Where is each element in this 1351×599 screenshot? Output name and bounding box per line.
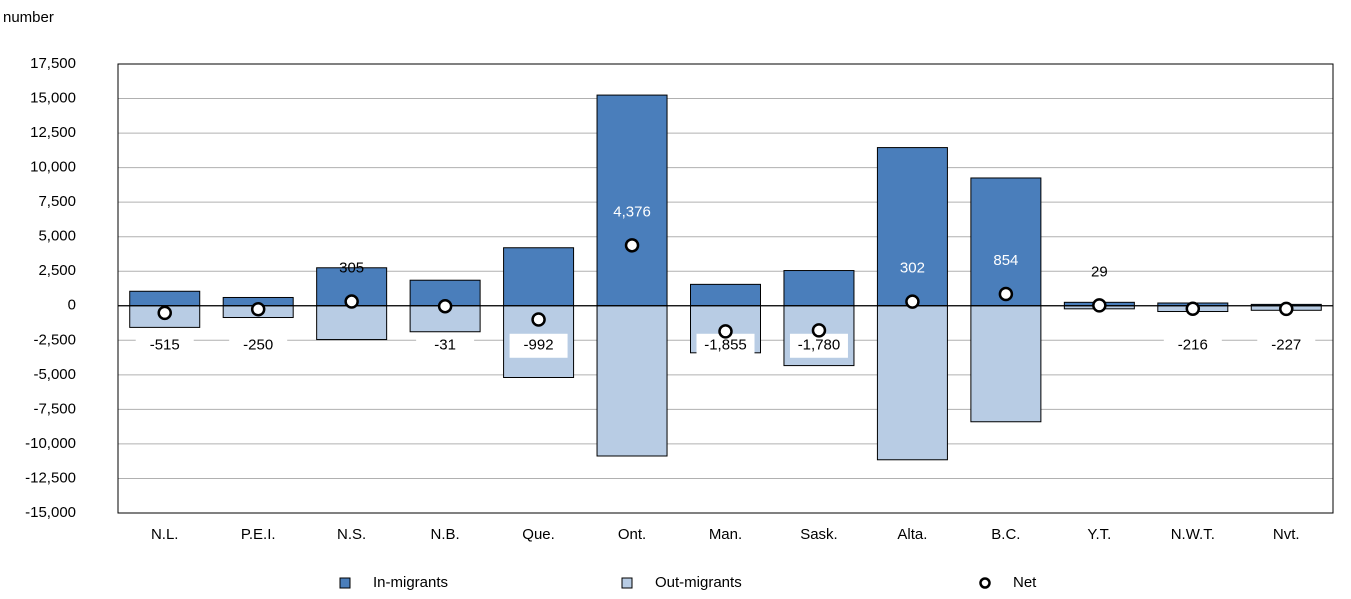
x-tick-label: N.W.T.: [1171, 526, 1215, 543]
legend-swatch: [979, 577, 991, 589]
x-tick-label: Sask.: [800, 526, 838, 543]
legend-label: Net: [1013, 574, 1037, 591]
legend-label: In-migrants: [373, 574, 448, 591]
bar: [596, 94, 668, 307]
data-label: -992: [524, 337, 554, 354]
bar: [970, 305, 1042, 423]
data-label: -1,855: [704, 337, 747, 354]
data-label: 302: [900, 260, 925, 277]
y-tick-label: -10,000: [25, 435, 76, 452]
bar: [690, 283, 761, 307]
data-label: -250: [243, 337, 273, 354]
x-tick-label: N.B.: [431, 526, 460, 543]
data-label: 29: [1091, 263, 1108, 280]
bar: [876, 147, 948, 307]
y-tick-label: -15,000: [25, 504, 76, 521]
bar: [503, 247, 575, 307]
data-label: -515: [150, 337, 180, 354]
data-label-bg: [1257, 333, 1316, 358]
net-marker: [157, 305, 172, 321]
data-label: -227: [1271, 337, 1301, 354]
net-marker: [437, 298, 453, 314]
net-marker: [250, 301, 266, 317]
x-tick-label: Que.: [522, 526, 555, 543]
y-tick-label: 17,500: [30, 55, 76, 72]
data-label-bg: [1163, 333, 1222, 358]
data-label-bg: [229, 333, 288, 358]
data-label-bg: [789, 333, 848, 358]
x-tick-label: Y.T.: [1087, 526, 1111, 543]
y-tick-label: 0: [68, 297, 76, 314]
data-label-bg: [416, 333, 475, 358]
net-marker: [1092, 298, 1107, 313]
net-marker: [718, 324, 733, 339]
y-axis-label: number: [3, 9, 54, 26]
bar: [970, 177, 1042, 307]
y-tick-label: 15,000: [30, 90, 76, 107]
x-tick-label: Man.: [709, 526, 742, 543]
data-label: 305: [339, 260, 364, 277]
bar: [316, 305, 388, 341]
net-marker: [811, 323, 827, 338]
legend-swatch: [339, 577, 351, 589]
y-tick-label: -7,500: [33, 400, 76, 417]
data-label-bg: [135, 333, 194, 358]
x-tick-label: Alta.: [897, 526, 927, 543]
net-marker: [1279, 301, 1294, 317]
y-tick-label: -12,500: [25, 469, 76, 486]
y-tick-label: 2,500: [38, 262, 76, 279]
bar: [129, 290, 201, 307]
net-marker: [344, 294, 359, 309]
data-label-bg: [509, 333, 568, 358]
net-marker: [531, 312, 546, 327]
data-label: 854: [993, 252, 1018, 269]
net-marker: [624, 238, 640, 253]
net-marker: [998, 286, 1014, 302]
data-label: 4,376: [613, 203, 651, 220]
plot-frame: [117, 63, 1334, 514]
data-label: -31: [434, 337, 456, 354]
x-tick-label: N.L.: [151, 526, 179, 543]
bar: [783, 270, 855, 307]
bar: [876, 305, 948, 461]
x-tick-label: P.E.I.: [241, 526, 276, 543]
legend-swatch: [621, 577, 633, 589]
net-marker: [905, 294, 920, 309]
y-tick-label: 12,500: [30, 124, 76, 141]
x-tick-label: B.C.: [991, 526, 1020, 543]
y-tick-label: -2,500: [33, 331, 76, 348]
y-tick-label: 7,500: [38, 193, 76, 210]
y-tick-label: 10,000: [30, 159, 76, 176]
legend-label: Out-migrants: [655, 574, 742, 591]
data-label: -1,780: [798, 337, 841, 354]
data-label: -216: [1178, 337, 1208, 354]
y-tick-label: -5,000: [33, 366, 76, 383]
net-marker: [1185, 301, 1201, 317]
bar: [596, 305, 668, 457]
x-tick-label: Nvt.: [1273, 526, 1300, 543]
x-tick-label: Ont.: [618, 526, 646, 543]
x-tick-label: N.S.: [337, 526, 366, 543]
y-tick-label: 5,000: [38, 228, 76, 245]
